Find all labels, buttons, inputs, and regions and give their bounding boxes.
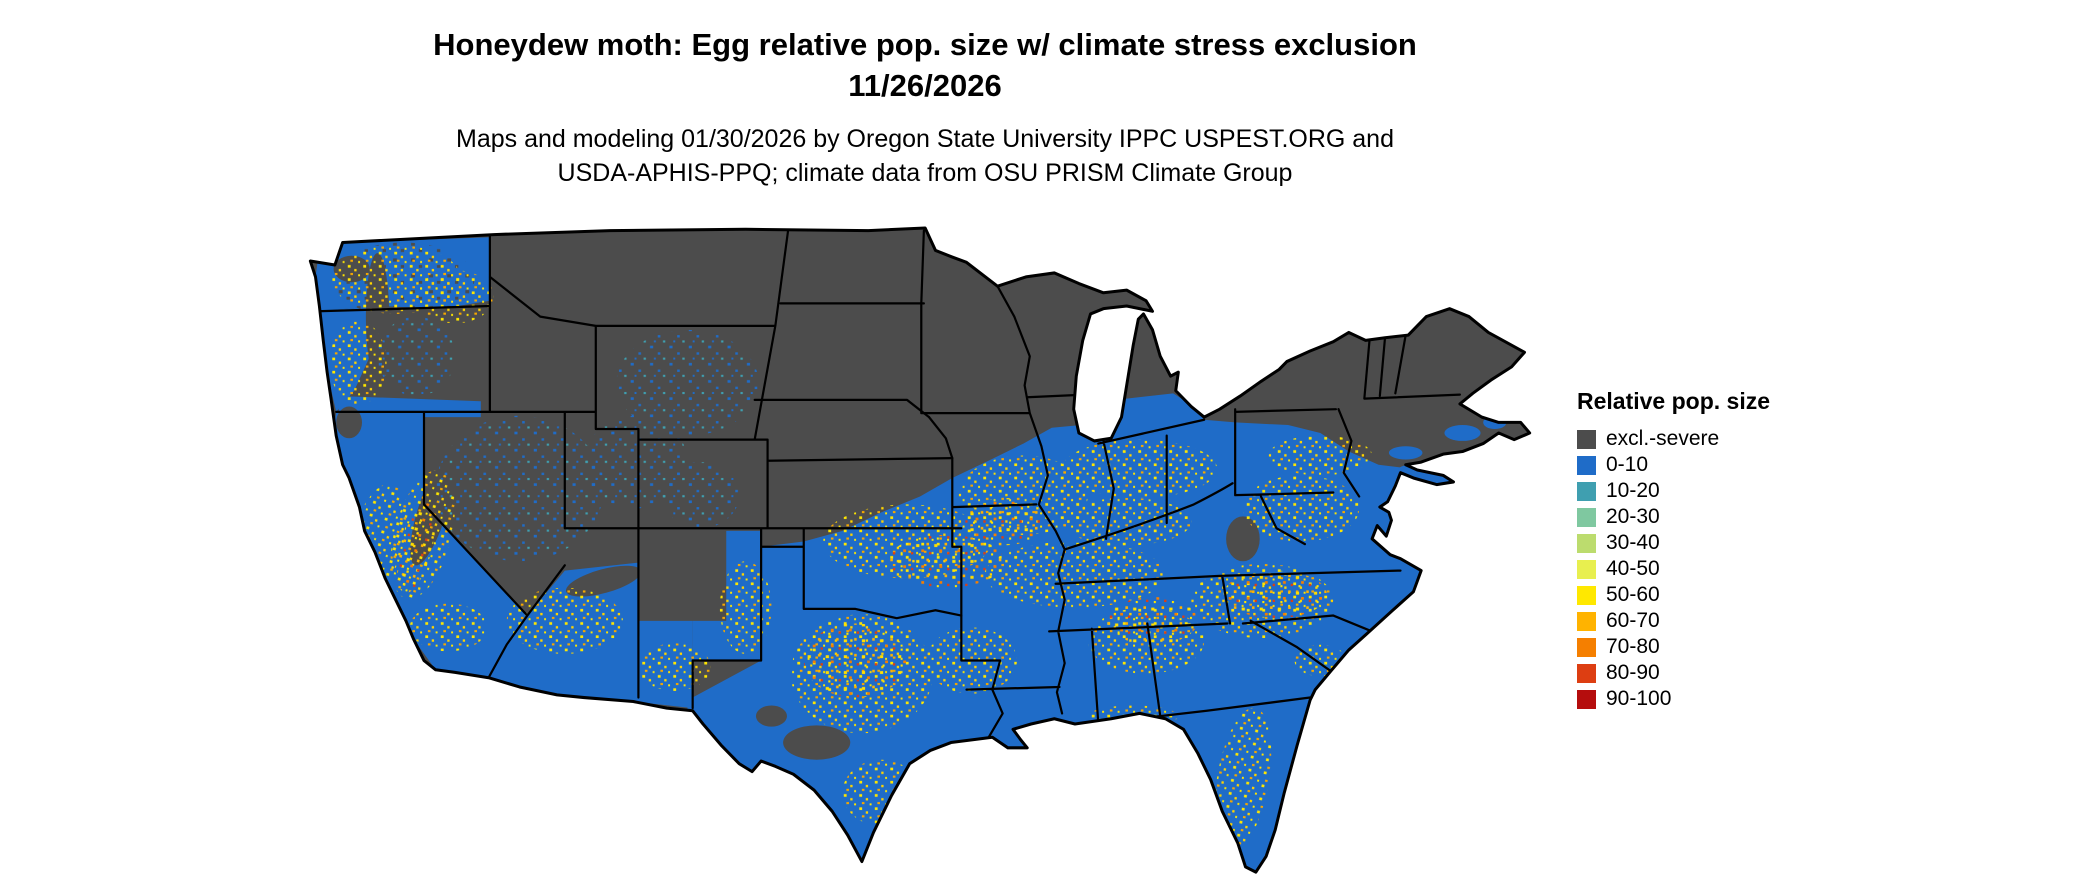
legend-label: 60-70 <box>1606 609 1660 632</box>
legend-title: Relative pop. size <box>1577 388 1771 414</box>
legend-label: 30-40 <box>1606 531 1660 554</box>
legend-swatch-70-80 <box>1577 637 1596 657</box>
legend-swatch-10-20 <box>1577 481 1596 501</box>
credits-line-1: Maps and modeling 01/30/2026 by Oregon S… <box>456 125 1394 153</box>
legend-item-70-80: 70-80 <box>1577 634 1770 660</box>
legend: Relative pop. size excl.-severe 0-10 10-… <box>1577 388 1770 712</box>
legend-label: 10-20 <box>1606 479 1660 502</box>
legend-label: excl.-severe <box>1606 427 1720 450</box>
legend-item-50-60: 50-60 <box>1577 582 1770 608</box>
state-borders <box>316 228 1462 742</box>
map-date: 11/26/2026 <box>848 68 1002 103</box>
legend-item-90-100: 90-100 <box>1577 686 1770 712</box>
legend-item-excl-severe: excl.-severe <box>1577 426 1770 452</box>
legend-label: 20-30 <box>1606 505 1660 528</box>
legend-swatch-60-70 <box>1577 611 1596 631</box>
map-title: Honeydew moth: Egg relative pop. size w/… <box>433 27 1417 62</box>
legend-label: 80-90 <box>1606 661 1660 684</box>
legend-item-20-30: 20-30 <box>1577 504 1770 530</box>
legend-item-0-10: 0-10 <box>1577 452 1770 478</box>
legend-label: 40-50 <box>1606 557 1660 580</box>
us-map <box>300 224 1540 892</box>
legend-swatch-0-10 <box>1577 455 1596 475</box>
legend-item-60-70: 60-70 <box>1577 608 1770 634</box>
legend-label: 0-10 <box>1606 453 1649 476</box>
legend-swatch-90-100 <box>1577 689 1596 709</box>
legend-swatch-30-40 <box>1577 533 1596 553</box>
legend-label: 70-80 <box>1606 635 1660 658</box>
credits-line-2: USDA-APHIS-PPQ; climate data from OSU PR… <box>557 159 1293 187</box>
us-map-svg <box>308 226 1532 874</box>
legend-swatch-20-30 <box>1577 507 1596 527</box>
us-outline <box>308 226 1532 874</box>
legend-item-40-50: 40-50 <box>1577 556 1770 582</box>
title-block: Honeydew moth: Egg relative pop. size w/… <box>0 24 1850 190</box>
credits-block: Maps and modeling 01/30/2026 by Oregon S… <box>0 122 1850 190</box>
legend-item-80-90: 80-90 <box>1577 660 1770 686</box>
population-speckles <box>329 242 1373 852</box>
legend-label: 90-100 <box>1606 687 1672 710</box>
legend-swatch-40-50 <box>1577 559 1596 579</box>
legend-item-30-40: 30-40 <box>1577 530 1770 556</box>
legend-swatch-50-60 <box>1577 585 1596 605</box>
legend-item-10-20: 10-20 <box>1577 478 1770 504</box>
legend-swatch-excl-severe <box>1577 429 1596 449</box>
legend-swatch-80-90 <box>1577 663 1596 683</box>
legend-label: 50-60 <box>1606 583 1660 606</box>
